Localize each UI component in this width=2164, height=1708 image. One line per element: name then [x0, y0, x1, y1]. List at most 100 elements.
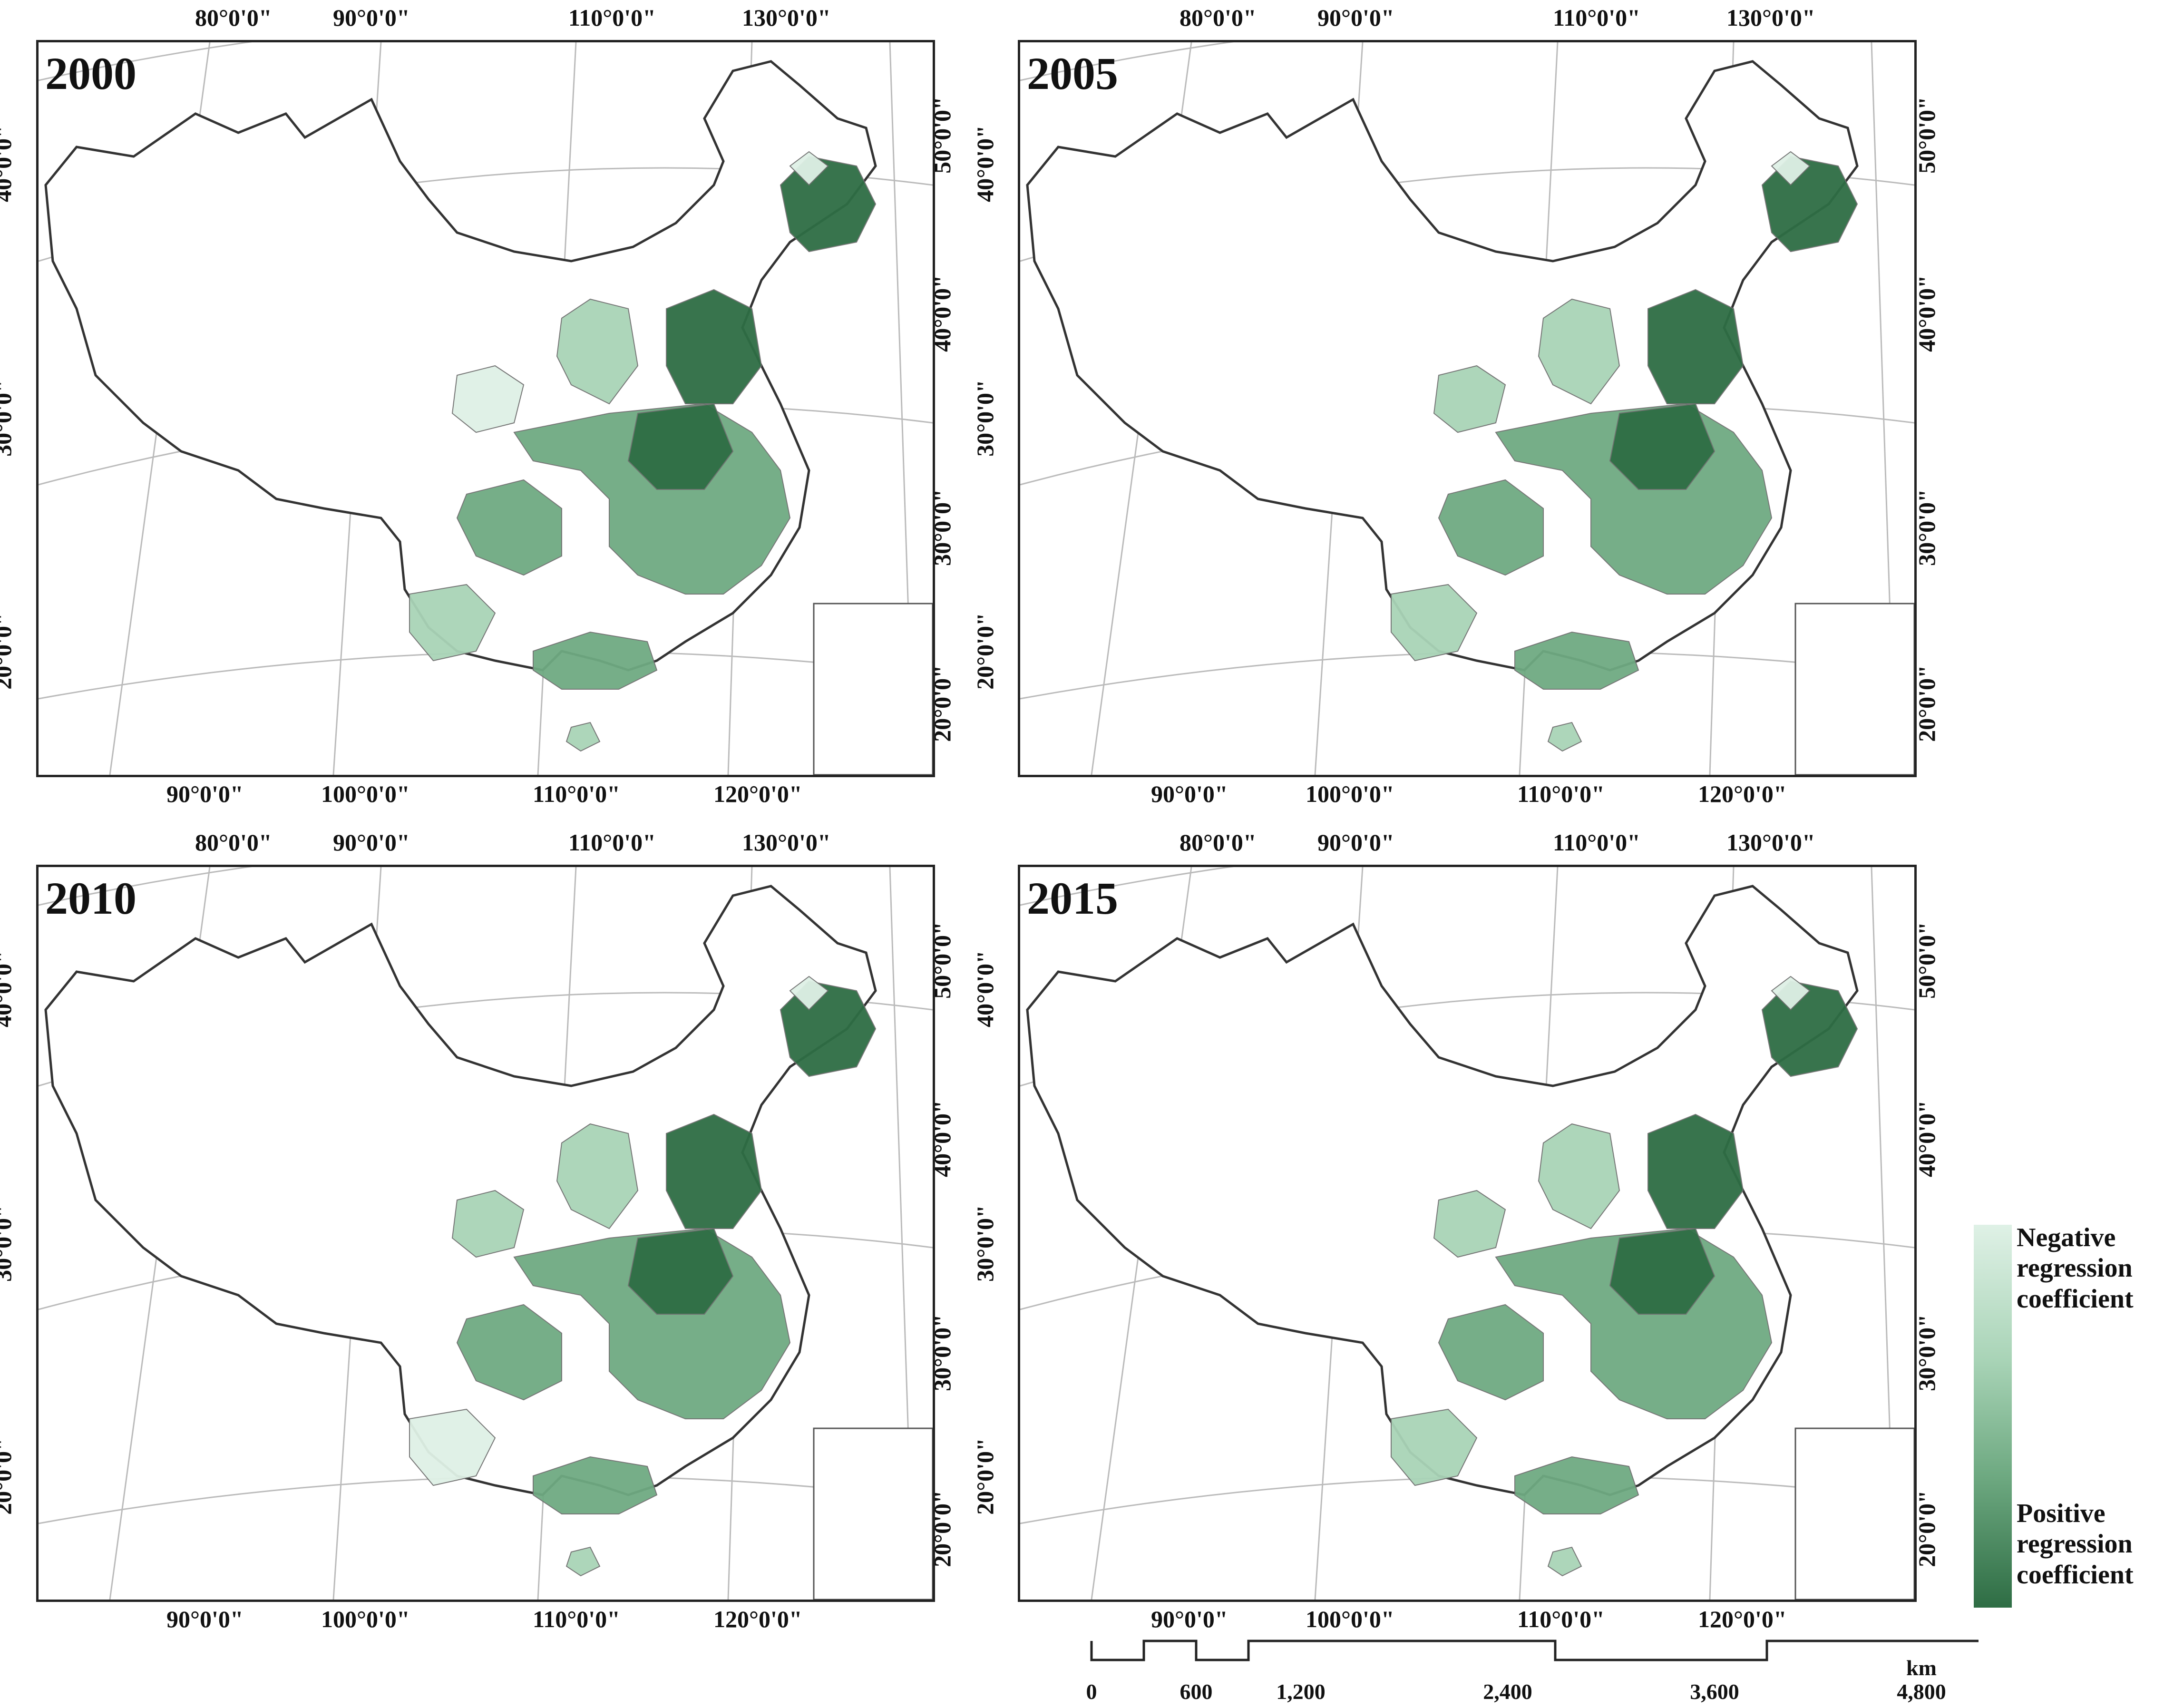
scale-bar-line	[1090, 1640, 1979, 1661]
top-lon-label: 90°0'0"	[333, 829, 410, 856]
regression-region	[451, 365, 525, 433]
south-china-sea-inset	[813, 603, 933, 775]
bottom-lon-label: 90°0'0"	[166, 781, 244, 807]
left-lat-label: 40°0'0"	[0, 125, 16, 202]
regression-region	[1438, 479, 1544, 576]
regression-region	[556, 1123, 639, 1230]
regression-region	[556, 298, 639, 405]
regression-region	[409, 1408, 496, 1486]
right-lat-label: 20°0'0"	[928, 665, 955, 742]
right-lat-label: 40°0'0"	[928, 1100, 955, 1177]
year-label: 2015	[1027, 873, 1118, 924]
year-label: 2010	[45, 873, 136, 924]
scale-label: 4,800	[1897, 1679, 1946, 1704]
bottom-lon-label: 90°0'0"	[1151, 781, 1228, 807]
regression-region	[1609, 1228, 1716, 1315]
left-lat-label: 20°0'0"	[971, 613, 998, 690]
bottom-lon-label: 100°0'0"	[1306, 781, 1394, 807]
regression-region	[1547, 722, 1582, 752]
right-lat-label: 20°0'0"	[928, 1490, 955, 1567]
top-lon-label: 80°0'0"	[1179, 4, 1257, 31]
scale-label: 3,600	[1690, 1679, 1739, 1704]
map-canvas	[1020, 42, 1914, 775]
right-lat-label: 40°0'0"	[1913, 1100, 1940, 1177]
right-lat-label: 30°0'0"	[1913, 1314, 1940, 1391]
graticule-line	[39, 867, 253, 906]
year-label: 2005	[1027, 48, 1118, 99]
right-lat-label: 30°0'0"	[928, 489, 955, 566]
year-label: 2000	[45, 48, 136, 99]
regression-region	[627, 1228, 734, 1315]
graticule-line	[1020, 867, 1234, 906]
south-china-sea-inset	[1794, 603, 1914, 775]
regression-region	[1771, 976, 1811, 1011]
regression-region	[451, 1190, 525, 1258]
right-lat-label: 20°0'0"	[1913, 1490, 1940, 1567]
regression-region	[1538, 298, 1620, 405]
left-lat-label: 30°0'0"	[971, 380, 998, 457]
legend-color-ramp	[1974, 1225, 2012, 1608]
top-lon-label: 80°0'0"	[195, 4, 272, 31]
regression-region	[409, 584, 496, 662]
regression-region	[789, 976, 829, 1011]
left-lat-label: 20°0'0"	[971, 1438, 998, 1515]
south-china-sea-inset	[1794, 1427, 1914, 1600]
regression-region	[1391, 584, 1478, 662]
regression-region	[666, 289, 762, 404]
regression-region	[533, 1456, 658, 1514]
scale-label: 0	[1086, 1679, 1097, 1704]
top-lon-label: 80°0'0"	[195, 829, 272, 856]
right-lat-label: 40°0'0"	[928, 275, 955, 352]
regression-region	[1547, 1546, 1582, 1577]
bottom-lon-label: 100°0'0"	[321, 781, 410, 807]
top-lon-label: 110°0'0"	[568, 829, 656, 856]
regression-region	[1771, 151, 1811, 186]
regression-region	[1438, 1304, 1544, 1401]
regression-region	[1609, 403, 1716, 490]
right-lat-label: 50°0'0"	[1913, 922, 1940, 999]
south-china-sea-inset	[813, 1427, 933, 1600]
regression-region	[456, 479, 562, 576]
graticule-line	[39, 42, 253, 81]
map-canvas	[39, 42, 933, 775]
map-panel-2015: 2015	[1018, 865, 1917, 1602]
left-lat-label: 30°0'0"	[0, 1205, 16, 1282]
scale-label: 1,200	[1276, 1679, 1326, 1704]
left-lat-label: 40°0'0"	[971, 950, 998, 1027]
bottom-lon-label: 100°0'0"	[321, 1606, 410, 1632]
regression-region	[1647, 1113, 1744, 1229]
top-lon-label: 130°0'0"	[742, 4, 831, 31]
right-lat-label: 30°0'0"	[928, 1314, 955, 1391]
top-lon-label: 90°0'0"	[333, 4, 410, 31]
right-lat-label: 50°0'0"	[1913, 97, 1940, 174]
regression-region	[1391, 1408, 1478, 1486]
regression-region	[789, 151, 829, 186]
left-lat-label: 30°0'0"	[971, 1205, 998, 1282]
right-lat-label: 50°0'0"	[928, 922, 955, 999]
top-lon-label: 90°0'0"	[1317, 4, 1394, 31]
scale-unit: km	[1906, 1656, 1937, 1680]
bottom-lon-label: 110°0'0"	[1517, 1606, 1605, 1632]
right-lat-label: 50°0'0"	[928, 97, 955, 174]
top-lon-label: 130°0'0"	[742, 829, 831, 856]
map-canvas	[39, 867, 933, 1600]
top-lon-label: 110°0'0"	[1553, 829, 1640, 856]
legend-negative-label: Negative regression coefficient	[2017, 1223, 2134, 1314]
regression-region	[1538, 1123, 1620, 1230]
regression-region	[627, 403, 734, 490]
legend-positive-label: Positive regression coefficient	[2017, 1499, 2134, 1590]
map-canvas	[1020, 867, 1914, 1600]
top-lon-label: 130°0'0"	[1726, 829, 1815, 856]
top-lon-label: 90°0'0"	[1317, 829, 1394, 856]
bottom-lon-label: 90°0'0"	[1151, 1606, 1228, 1632]
left-lat-label: 20°0'0"	[0, 613, 16, 690]
top-lon-label: 80°0'0"	[1179, 829, 1257, 856]
bottom-lon-label: 120°0'0"	[713, 1606, 802, 1632]
regression-region	[1433, 1190, 1506, 1258]
right-lat-label: 20°0'0"	[1913, 665, 1940, 742]
left-lat-label: 40°0'0"	[0, 950, 16, 1027]
right-lat-label: 40°0'0"	[1913, 275, 1940, 352]
regression-region	[565, 1546, 601, 1577]
right-lat-label: 30°0'0"	[1913, 489, 1940, 566]
regression-region	[666, 1113, 762, 1229]
